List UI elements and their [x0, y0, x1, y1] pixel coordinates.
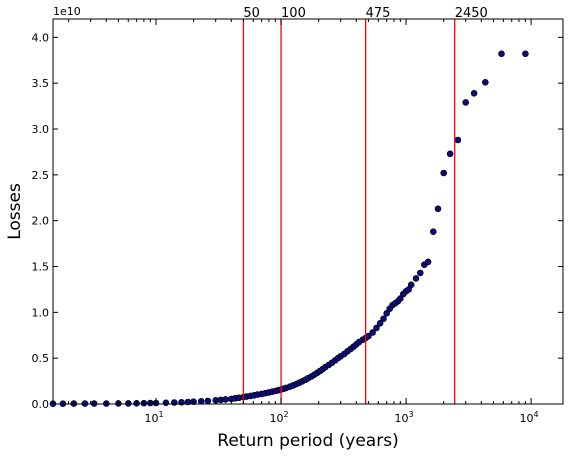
data-point: [416, 269, 424, 277]
data-point: [197, 397, 205, 405]
y-axis-label: Losses: [5, 183, 25, 240]
x-ticks-group: 101 102 103 104: [68, 19, 539, 425]
x-tick-label: 104: [520, 410, 539, 425]
x-tick-label: 102: [269, 410, 288, 425]
data-point: [470, 90, 478, 97]
reference-line-label: 100: [281, 6, 306, 21]
data-point: [429, 228, 437, 235]
data-point: [369, 329, 376, 336]
data-point: [424, 258, 432, 266]
data-point: [412, 275, 420, 282]
x-tick-label: 101: [144, 410, 163, 425]
data-point: [498, 50, 505, 58]
data-point: [462, 99, 470, 106]
y-tick-label: 2.5: [32, 169, 50, 182]
data-point: [383, 309, 391, 317]
data-point: [373, 324, 380, 332]
data-point: [222, 396, 229, 403]
data-point: [440, 169, 448, 177]
reference-lines-group: 50 100 475 2450: [242, 6, 488, 404]
data-point: [380, 315, 387, 323]
data-point: [454, 136, 462, 144]
x-axis-label: Return period (years): [217, 431, 398, 451]
reference-line-label: 50: [243, 6, 260, 21]
y-tick-label: 2.0: [32, 215, 50, 228]
y-tick-label: 3.5: [32, 77, 50, 90]
y-tick-label: 0.0: [32, 398, 50, 411]
data-point: [204, 397, 212, 405]
data-point: [434, 205, 442, 213]
y-tick-label: 1.5: [32, 261, 50, 274]
scatter-points-group: [49, 50, 529, 408]
x-tick-label: 103: [395, 410, 414, 425]
y-ticks-group: 0.0 0.5 1.0 1.5 2.0 2.5 3.0 3.5 4.0: [32, 31, 563, 411]
y-tick-label: 4.0: [32, 31, 50, 44]
data-point: [162, 399, 170, 407]
axes-frame: [52, 18, 564, 405]
data-point: [396, 295, 404, 302]
data-point: [481, 79, 489, 86]
data-point: [171, 399, 178, 406]
reference-line-label: 2450: [455, 6, 488, 21]
reference-line-label: 475: [366, 6, 391, 21]
y-tick-label: 3.0: [32, 123, 50, 136]
y-tick-label: 0.5: [32, 352, 50, 365]
data-point: [446, 150, 454, 158]
y-multiplier-label: 1e10: [53, 5, 81, 18]
y-tick-label: 1.0: [32, 306, 50, 319]
data-point: [376, 319, 384, 327]
data-point: [407, 281, 415, 289]
data-point: [522, 50, 529, 58]
